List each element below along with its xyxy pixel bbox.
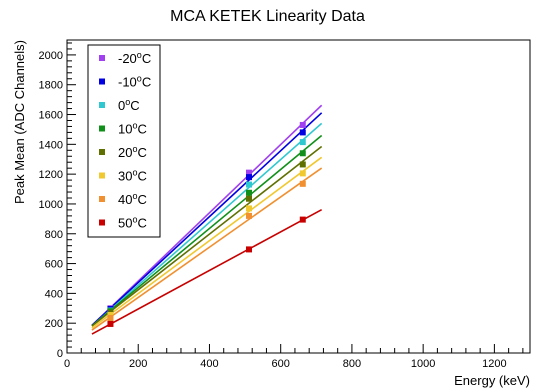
legend-marker: [99, 55, 105, 61]
data-point: [299, 180, 306, 187]
data-point: [107, 314, 114, 321]
fit-line: [91, 122, 323, 327]
legend-box: [87, 44, 161, 238]
y-tick-label: 1200: [39, 169, 63, 181]
data-point: [299, 170, 306, 177]
x-tick-label: 1000: [411, 358, 435, 370]
legend: -20oC -10oC 0oC 10oC 20oC 30oC 40oC 50oC: [87, 44, 161, 238]
y-tick-label: 400: [45, 288, 63, 300]
data-point: [245, 212, 252, 219]
data-point: [245, 205, 252, 212]
data-point: [299, 216, 306, 223]
fit-line: [91, 134, 323, 327]
data-point: [299, 129, 306, 136]
data-point: [245, 181, 252, 188]
x-tick-label: 0: [64, 358, 70, 370]
fit-line: [91, 156, 323, 329]
legend-label: 50oC: [118, 215, 147, 231]
y-tick-label: 200: [45, 318, 63, 330]
legend-marker: [99, 219, 105, 226]
data-point: [245, 169, 252, 176]
plot-frame: [66, 39, 531, 354]
x-tick-label: 1200: [482, 358, 506, 370]
fit-line: [91, 208, 323, 335]
legend-marker: [99, 196, 105, 202]
y-tick-label: 2000: [39, 50, 63, 62]
y-tick-label: 1000: [39, 199, 63, 211]
chart-title: MCA KETEK Linearity Data: [170, 8, 365, 25]
legend-marker: [99, 102, 105, 108]
y-tick-label: 1400: [39, 139, 63, 151]
legend-marker: [99, 149, 105, 155]
legend-label: 30oC: [118, 168, 147, 184]
data-point: [245, 189, 252, 196]
data-point: [245, 174, 252, 181]
legend-label: -20oC: [118, 50, 151, 66]
y-tick-label: 0: [57, 348, 63, 360]
data-point: [245, 246, 252, 253]
x-tick-label: 200: [129, 358, 147, 370]
fit-line: [91, 167, 323, 331]
data-point: [299, 161, 306, 168]
x-tick-label: 800: [343, 358, 361, 370]
data-point: [299, 121, 306, 128]
data-point: [107, 320, 114, 327]
x-tick-label: 400: [200, 358, 218, 370]
legend-marker: [99, 125, 105, 132]
y-axis: 0 200 400 600 800 1000 1200 1400 1600 1800 2000: [39, 42, 76, 360]
legend-marker: [99, 78, 105, 85]
y-tick-label: 1800: [39, 80, 63, 92]
data-point: [299, 139, 306, 146]
y-tick-label: 1600: [39, 110, 63, 122]
data-point: [299, 150, 306, 157]
y-tick-label: 800: [45, 229, 63, 241]
fit-line: [91, 104, 323, 326]
plot-area: 0 200 400 600 800 1000 1200 0 200 400 600 800 1000 1…: [39, 39, 531, 370]
data-point: [245, 195, 252, 202]
fit-line: [91, 112, 323, 326]
data-markers: [107, 121, 306, 327]
legend-label: 20oC: [118, 144, 147, 160]
y-tick-label: 600: [45, 259, 63, 271]
legend-label: 0oC: [118, 97, 140, 113]
legend-marker: [99, 172, 105, 179]
y-axis-label: Peak Mean (ADC Channels): [12, 40, 27, 204]
legend-label: -10oC: [118, 74, 151, 90]
legend-label: 10oC: [118, 121, 147, 137]
fit-lines: [91, 104, 323, 335]
fit-line: [91, 145, 323, 327]
legend-label: 40oC: [118, 191, 147, 207]
x-axis: 0 200 400 600 800 1000 1200: [64, 344, 524, 370]
x-axis-label: Energy (keV): [454, 373, 530, 388]
x-tick-label: 600: [272, 358, 290, 370]
